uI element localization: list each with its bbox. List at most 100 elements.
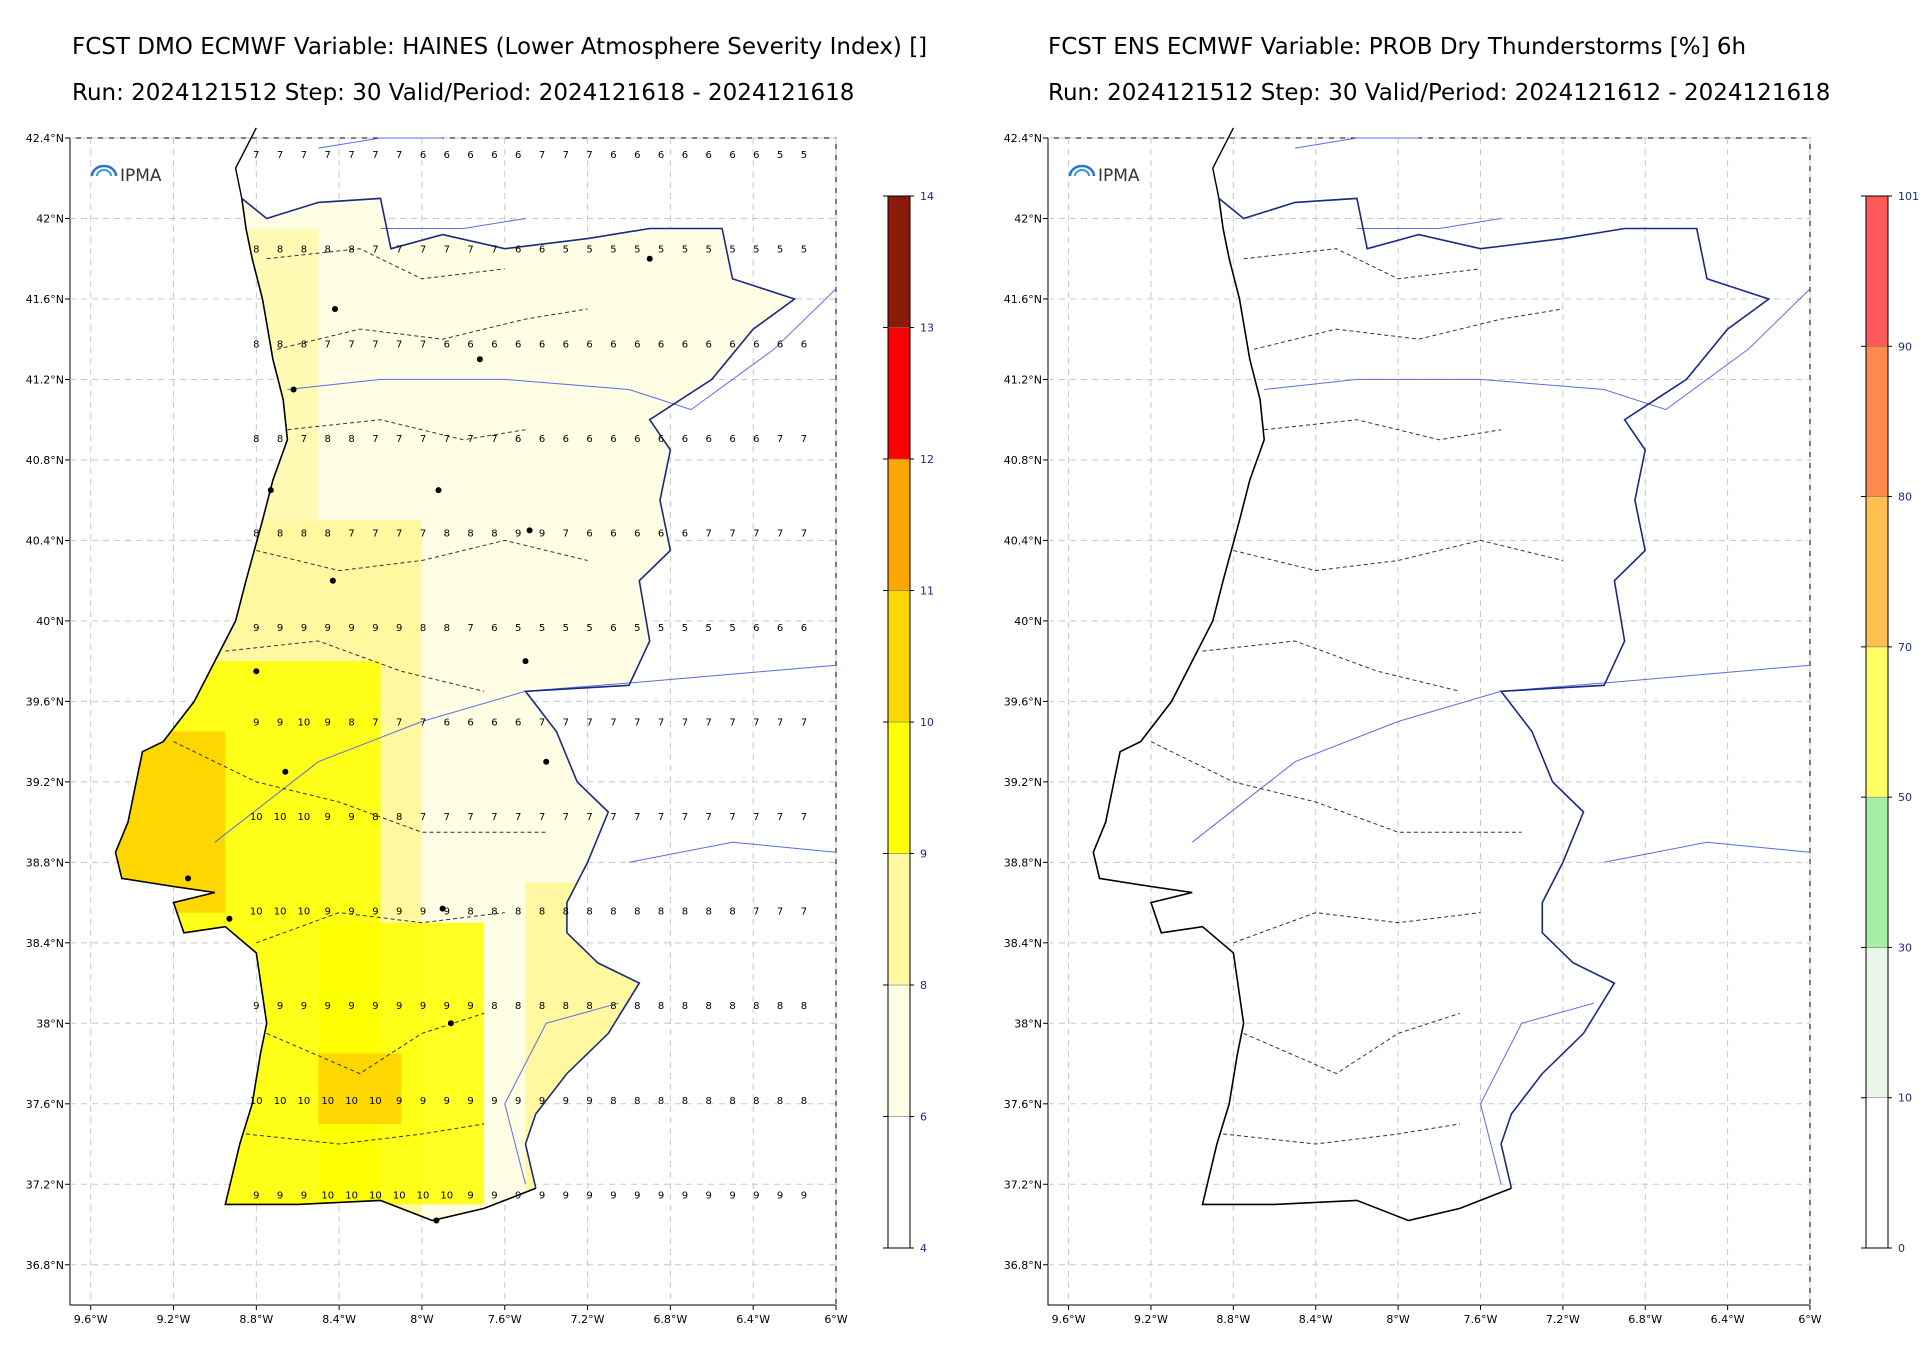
grid-value: 7 bbox=[396, 339, 402, 350]
grid-value: 6 bbox=[444, 718, 450, 729]
grid-value: 9 bbox=[301, 623, 307, 634]
lat-tick-label: 36.8°N bbox=[26, 1259, 64, 1272]
lat-tick-label: 38.4°N bbox=[1004, 937, 1042, 950]
grid-value: 9 bbox=[586, 1190, 592, 1201]
district-border bbox=[1233, 912, 1481, 944]
grid-value: 10 bbox=[345, 1096, 358, 1107]
grid-value: 9 bbox=[348, 907, 354, 918]
grid-value: 9 bbox=[301, 1001, 307, 1012]
grid-value: 9 bbox=[396, 1001, 402, 1012]
lat-tick-label: 39.2°N bbox=[26, 776, 64, 789]
lat-tick-label: 38.8°N bbox=[26, 856, 64, 869]
grid-value: 7 bbox=[372, 245, 378, 256]
grid-value: 8 bbox=[586, 907, 592, 918]
lon-tick-label: 6°W bbox=[1798, 1313, 1821, 1326]
grid-value: 8 bbox=[682, 1096, 688, 1107]
lon-tick-label: 6.4°W bbox=[736, 1313, 770, 1326]
grid-value: 9 bbox=[539, 528, 545, 539]
lon-tick-label: 6.4°W bbox=[1711, 1313, 1745, 1326]
grid-value: 6 bbox=[634, 150, 640, 161]
grid-value: 7 bbox=[586, 150, 592, 161]
grid-value: 6 bbox=[491, 718, 497, 729]
grid-value: 8 bbox=[634, 907, 640, 918]
grid-value: 7 bbox=[801, 528, 807, 539]
district-border bbox=[1243, 248, 1481, 280]
grid-value: 7 bbox=[634, 812, 640, 823]
grid-value: 9 bbox=[325, 623, 331, 634]
colorbar-segment bbox=[887, 327, 911, 460]
grid-value: 6 bbox=[634, 339, 640, 350]
lat-tick-label: 39.6°N bbox=[26, 695, 64, 708]
grid-value: 5 bbox=[563, 623, 569, 634]
grid-value: 7 bbox=[801, 812, 807, 823]
grid-value: 8 bbox=[325, 245, 331, 256]
grid-value: 6 bbox=[658, 150, 664, 161]
city-marker bbox=[433, 1217, 440, 1224]
grid-value: 9 bbox=[729, 1190, 735, 1201]
grid-value: 6 bbox=[706, 150, 712, 161]
grid-value: 5 bbox=[753, 245, 759, 256]
grid-value: 8 bbox=[348, 245, 354, 256]
grid-value: 7 bbox=[420, 528, 426, 539]
ipma-logo-icon bbox=[96, 169, 112, 177]
grid-value: 9 bbox=[372, 623, 378, 634]
grid-value: 8 bbox=[706, 1096, 712, 1107]
grid-value: 9 bbox=[396, 623, 402, 634]
grid-value: 8 bbox=[801, 1096, 807, 1107]
grid-value: 5 bbox=[801, 150, 807, 161]
grid-value: 9 bbox=[634, 1190, 640, 1201]
colorbar-segment bbox=[887, 590, 911, 723]
grid-value: 9 bbox=[515, 1190, 521, 1201]
grid-value: 8 bbox=[753, 1001, 759, 1012]
grid-value: 7 bbox=[706, 812, 712, 823]
ipma-logo-text: IPMA bbox=[120, 166, 162, 186]
district-border bbox=[1233, 539, 1564, 572]
grid-value: 10 bbox=[321, 1096, 334, 1107]
grid-value: 6 bbox=[444, 339, 450, 350]
city-marker bbox=[522, 658, 529, 665]
river-line bbox=[287, 288, 837, 411]
grid-value: 9 bbox=[706, 1190, 712, 1201]
grid-value: 10 bbox=[298, 812, 311, 823]
grid-value: 9 bbox=[277, 718, 283, 729]
grid-value: 7 bbox=[491, 812, 497, 823]
lat-tick-label: 41.6°N bbox=[26, 293, 64, 306]
lon-tick-label: 8.8°W bbox=[239, 1313, 273, 1326]
grid-value: 7 bbox=[729, 718, 735, 729]
lon-tick-label: 7.6°W bbox=[1464, 1313, 1498, 1326]
grid-value: 7 bbox=[420, 245, 426, 256]
grid-value: 6 bbox=[729, 150, 735, 161]
grid-value: 8 bbox=[610, 1096, 616, 1107]
grid-value: 9 bbox=[348, 623, 354, 634]
grid-value: 8 bbox=[586, 1001, 592, 1012]
lon-tick-label: 7.2°W bbox=[1546, 1313, 1580, 1326]
district-border bbox=[266, 248, 505, 280]
lat-tick-label: 37.2°N bbox=[26, 1178, 64, 1191]
grid-value: 6 bbox=[682, 434, 688, 445]
colorbar-label: 12 bbox=[920, 453, 934, 466]
lat-tick-label: 40.8°N bbox=[1004, 454, 1042, 467]
lon-tick-label: 7.6°W bbox=[488, 1313, 522, 1326]
grid-value: 7 bbox=[396, 245, 402, 256]
grid-value: 7 bbox=[563, 812, 569, 823]
lat-tick-label: 36.8°N bbox=[1004, 1259, 1042, 1272]
grid-value: 9 bbox=[348, 812, 354, 823]
grid-value: 6 bbox=[682, 150, 688, 161]
grid-value: 9 bbox=[253, 1190, 259, 1201]
colorbar-label: 10 bbox=[920, 716, 934, 729]
lat-tick-label: 40.8°N bbox=[26, 454, 64, 467]
grid-value: 9 bbox=[467, 1001, 473, 1012]
grid-value: 7 bbox=[539, 150, 545, 161]
grid-value: 7 bbox=[253, 150, 259, 161]
grid-value: 6 bbox=[515, 339, 521, 350]
grid-value: 7 bbox=[396, 528, 402, 539]
country-border bbox=[241, 197, 797, 1189]
grid-value: 9 bbox=[467, 1096, 473, 1107]
colorbar-segment bbox=[887, 1116, 911, 1249]
river-line bbox=[504, 1002, 619, 1185]
grid-value: 7 bbox=[420, 434, 426, 445]
grid-value: 5 bbox=[586, 245, 592, 256]
map-title: FCST DMO ECMWF Variable: HAINES (Lower A… bbox=[72, 34, 928, 60]
lon-tick-label: 9.6°W bbox=[1052, 1313, 1086, 1326]
grid-value: 8 bbox=[491, 1001, 497, 1012]
